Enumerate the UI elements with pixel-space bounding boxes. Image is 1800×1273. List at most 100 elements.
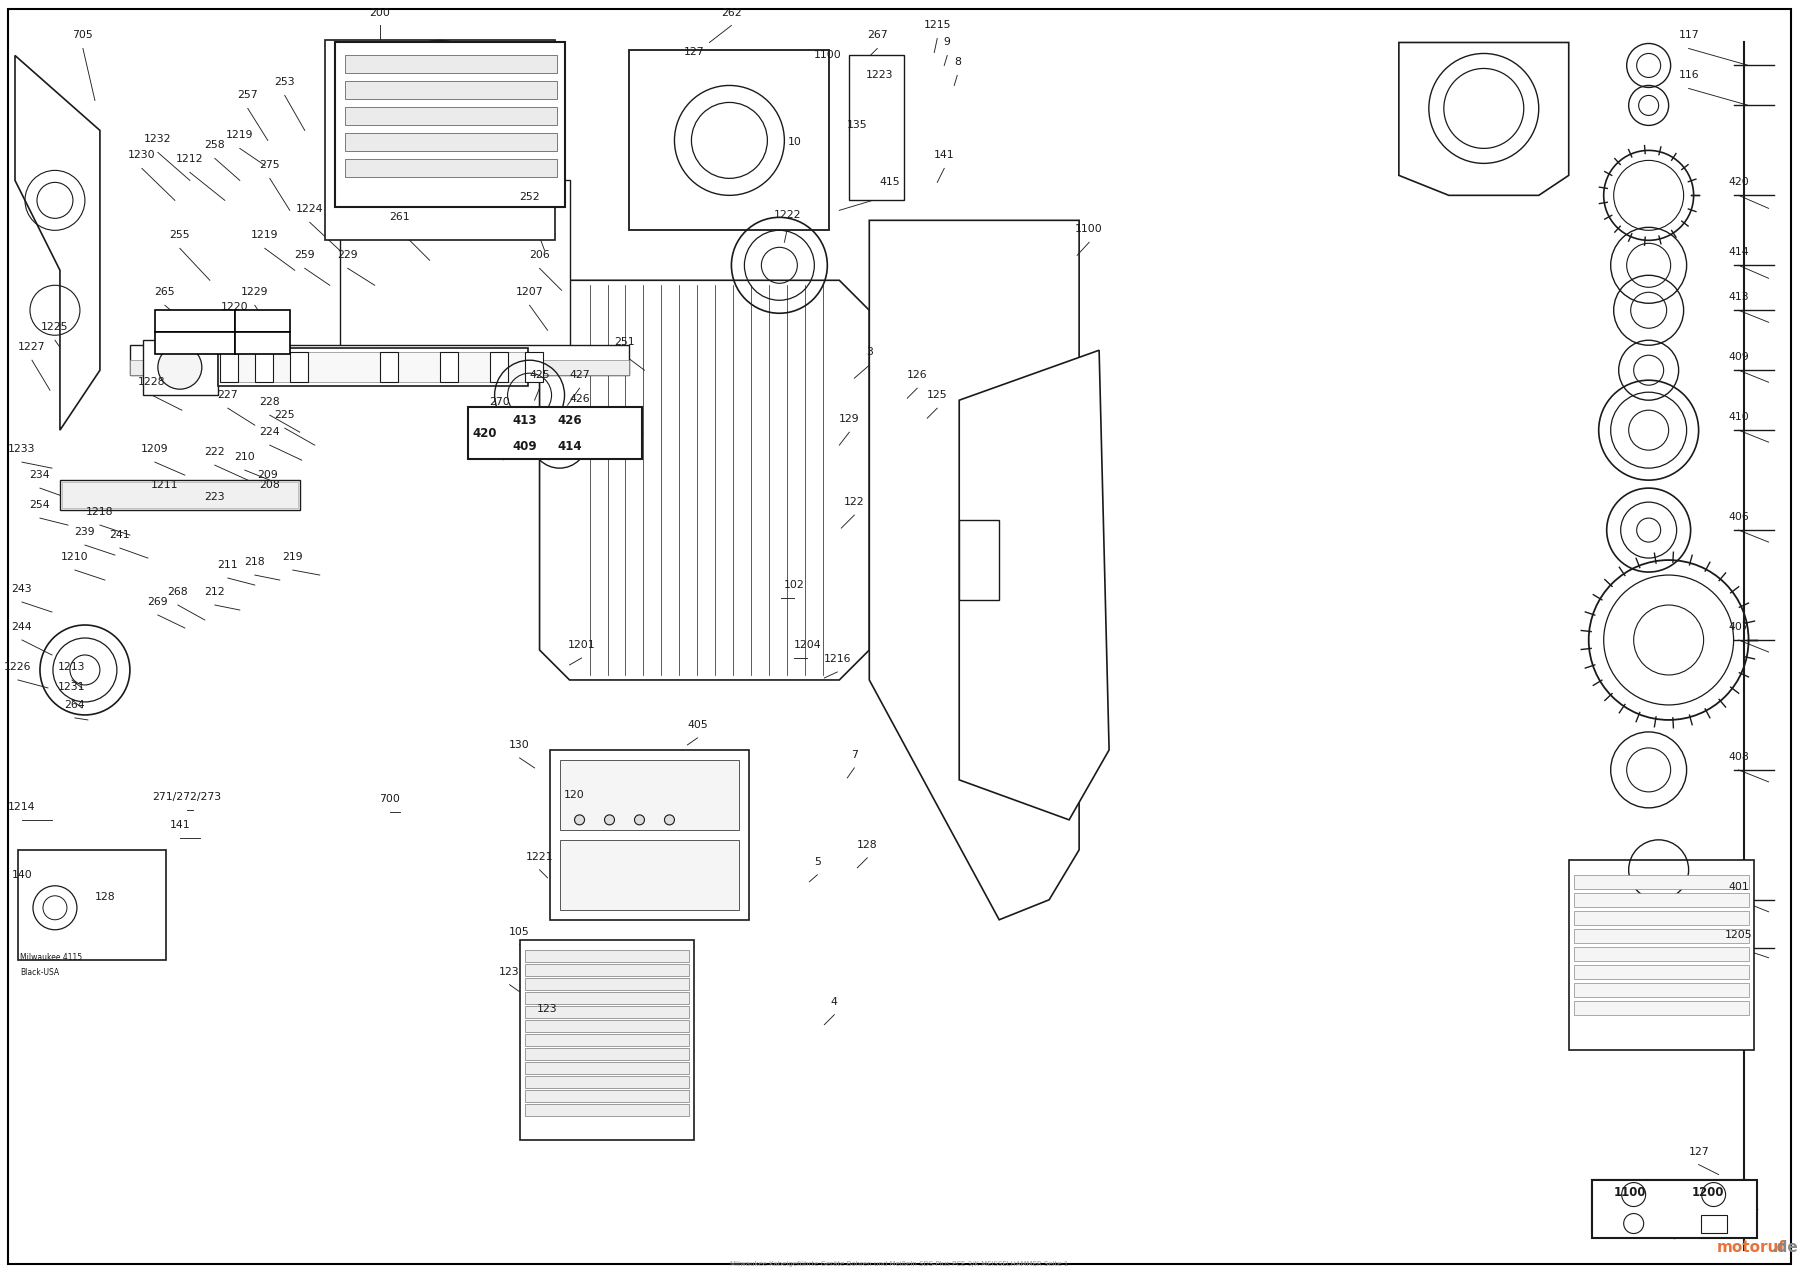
- Text: 1210: 1210: [61, 552, 88, 563]
- Text: 409: 409: [1728, 353, 1750, 363]
- Text: 700: 700: [380, 794, 400, 803]
- Text: 408: 408: [1728, 752, 1750, 763]
- Text: 267: 267: [868, 31, 887, 41]
- Text: Milwaukee Kabelgeführte Geräte Bohren und Meißeln SDS-Plus PCE 3/K MEISSELHAMMER: Milwaukee Kabelgeführte Geräte Bohren un…: [731, 1262, 1069, 1268]
- Bar: [524, 978, 689, 989]
- Text: 1225: 1225: [41, 322, 68, 332]
- Text: 219: 219: [283, 552, 302, 563]
- Text: 9: 9: [943, 37, 950, 47]
- Text: 409: 409: [513, 439, 536, 453]
- Text: 234: 234: [29, 470, 50, 480]
- Text: 254: 254: [29, 500, 50, 510]
- Text: 208: 208: [259, 480, 281, 490]
- Text: 271/272/273: 271/272/273: [153, 792, 221, 802]
- Text: 258: 258: [205, 140, 225, 150]
- Text: 243: 243: [11, 584, 32, 594]
- Text: 426: 426: [558, 414, 581, 426]
- Text: 1100: 1100: [1613, 1186, 1645, 1199]
- Bar: [234, 332, 290, 354]
- Text: 117: 117: [1678, 31, 1699, 41]
- Text: motoruf: motoruf: [1717, 1240, 1786, 1255]
- Text: 252: 252: [518, 192, 540, 202]
- Polygon shape: [14, 56, 101, 430]
- Bar: [524, 964, 689, 975]
- Text: 218: 218: [245, 558, 265, 566]
- Bar: [549, 750, 749, 920]
- Text: 1229: 1229: [241, 288, 268, 298]
- Bar: [290, 353, 308, 382]
- Text: 261: 261: [389, 213, 410, 223]
- Text: 141: 141: [934, 150, 954, 160]
- Bar: [490, 353, 508, 382]
- Bar: [524, 353, 542, 382]
- Text: 262: 262: [722, 8, 742, 18]
- Bar: [380, 353, 398, 382]
- Bar: [346, 81, 556, 99]
- Text: 1227: 1227: [18, 342, 45, 353]
- Bar: [468, 407, 643, 460]
- Text: .de: .de: [1771, 1240, 1798, 1255]
- Text: 105: 105: [509, 927, 529, 937]
- Text: 425: 425: [529, 370, 549, 381]
- Bar: [155, 311, 234, 332]
- Text: 1224: 1224: [295, 205, 324, 214]
- Bar: [524, 1020, 689, 1031]
- Bar: [346, 167, 535, 179]
- Text: 414: 414: [558, 439, 581, 453]
- Text: 1219: 1219: [227, 130, 254, 140]
- Text: 1223: 1223: [866, 70, 893, 80]
- Bar: [130, 345, 630, 376]
- Bar: [524, 1076, 689, 1087]
- Bar: [59, 480, 301, 510]
- Text: 209: 209: [257, 470, 279, 480]
- Bar: [218, 349, 527, 386]
- Polygon shape: [540, 280, 869, 680]
- Text: 120: 120: [563, 789, 585, 799]
- Bar: [1573, 1001, 1748, 1015]
- Text: 206: 206: [529, 251, 551, 260]
- Text: 264: 264: [65, 700, 85, 710]
- Text: 129: 129: [839, 414, 860, 424]
- Text: 420: 420: [472, 426, 497, 439]
- Text: 200: 200: [369, 8, 391, 18]
- Text: 410: 410: [1728, 412, 1750, 423]
- Polygon shape: [1399, 42, 1570, 195]
- Text: 130: 130: [509, 740, 529, 750]
- Text: 405: 405: [688, 721, 707, 729]
- Text: 224: 224: [259, 428, 281, 437]
- Text: 1200: 1200: [1692, 1186, 1724, 1199]
- Bar: [220, 353, 238, 382]
- Text: 141: 141: [169, 820, 191, 830]
- Bar: [520, 939, 695, 1139]
- Text: 1100: 1100: [814, 51, 841, 61]
- Bar: [1573, 983, 1748, 997]
- Text: 239: 239: [74, 527, 95, 537]
- Text: 128: 128: [857, 840, 878, 850]
- Text: 241: 241: [110, 530, 130, 540]
- Text: 401: 401: [1728, 882, 1750, 892]
- Text: 265: 265: [155, 288, 175, 298]
- Text: 135: 135: [848, 121, 868, 130]
- Circle shape: [664, 815, 675, 825]
- Text: 123: 123: [536, 1003, 558, 1013]
- Bar: [1591, 1180, 1746, 1231]
- Bar: [524, 1090, 689, 1101]
- Text: 413: 413: [1728, 293, 1750, 302]
- Text: 420: 420: [1728, 177, 1750, 187]
- Text: 222: 222: [205, 447, 225, 457]
- Bar: [1591, 1180, 1757, 1237]
- Text: 5: 5: [814, 857, 821, 867]
- Text: 1215: 1215: [923, 20, 950, 31]
- Circle shape: [574, 815, 585, 825]
- Text: 123: 123: [499, 966, 520, 976]
- Bar: [346, 56, 556, 74]
- Text: 228: 228: [259, 397, 281, 407]
- Bar: [155, 332, 234, 354]
- Text: 125: 125: [927, 391, 947, 400]
- Text: 4: 4: [832, 997, 837, 1007]
- Text: 211: 211: [218, 560, 238, 570]
- Text: 244: 244: [11, 622, 32, 631]
- Bar: [1573, 875, 1748, 889]
- Text: 1230: 1230: [128, 150, 155, 160]
- Bar: [560, 840, 740, 910]
